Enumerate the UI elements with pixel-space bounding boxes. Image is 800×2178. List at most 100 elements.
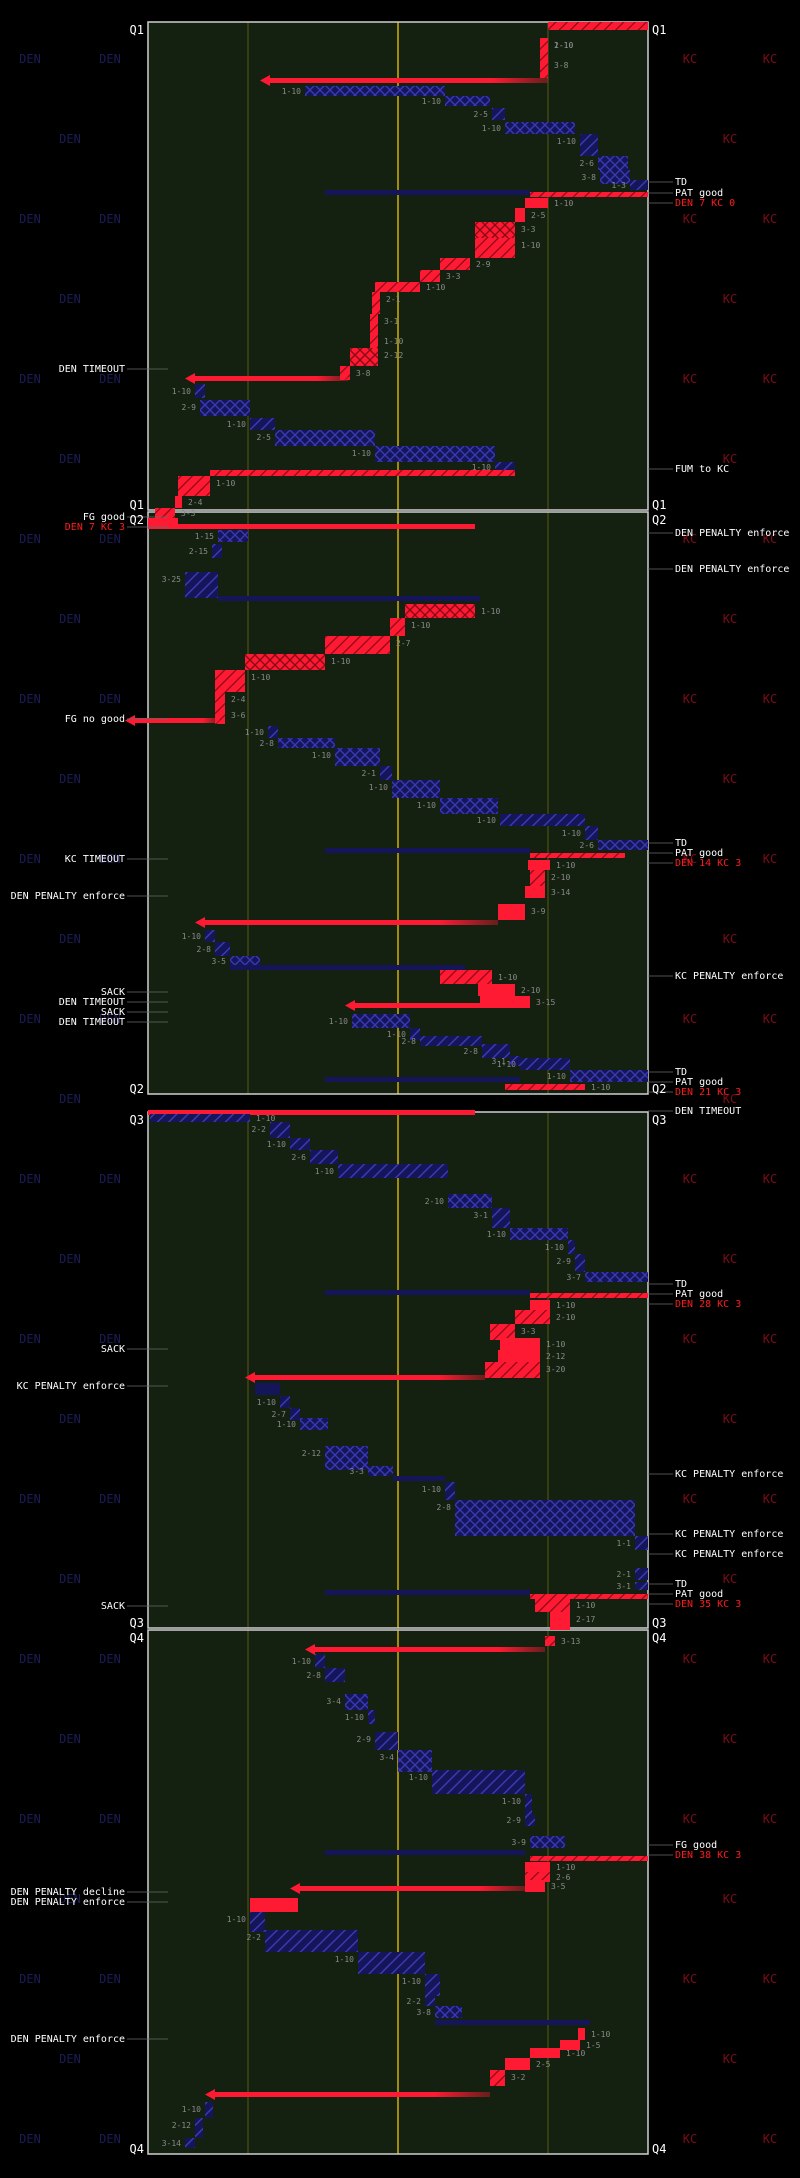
watermark-kc: KC — [763, 52, 777, 66]
watermark-den: DEN — [99, 692, 121, 706]
watermark-den: DEN — [59, 932, 81, 946]
play-bar — [492, 1208, 510, 1228]
play-bar — [410, 1028, 420, 1040]
note-label: FG no good — [65, 714, 125, 725]
watermark-kc: KC — [683, 692, 697, 706]
play-bar — [230, 956, 260, 966]
play-bar — [298, 1886, 525, 1891]
watermark-kc: KC — [723, 2052, 737, 2066]
play-bar — [313, 1647, 545, 1652]
play-bar — [550, 1612, 570, 1630]
down-label: 1-10 — [335, 1955, 354, 1964]
play-bar — [530, 2048, 560, 2058]
down-label: 2-6 — [580, 159, 595, 168]
down-label: 3-8 — [554, 61, 569, 70]
play-bar — [325, 1290, 530, 1295]
play-bar — [195, 384, 205, 398]
quarter-label: Q1 — [130, 498, 144, 512]
field — [147, 21, 649, 2155]
watermark-den: DEN — [99, 2132, 121, 2146]
watermark-kc: KC — [723, 292, 737, 306]
down-label: 2-4 — [231, 695, 246, 704]
watermark-kc: KC — [683, 52, 697, 66]
play-bar — [398, 1750, 432, 1772]
play-bar — [635, 1536, 648, 1550]
down-label: 3-5 — [212, 957, 227, 966]
down-label: 1-10 — [502, 1797, 521, 1806]
down-label: 2-8 — [402, 1037, 417, 1046]
down-label: 2-10 — [554, 41, 573, 50]
play-bar — [420, 1036, 482, 1046]
down-label: 3-5 — [551, 1882, 566, 1891]
down-label: 1-3 — [612, 181, 627, 190]
play-bar — [500, 1338, 540, 1350]
down-label: 1-10 — [387, 1030, 406, 1039]
play-bar — [530, 870, 545, 888]
play-bar — [325, 1590, 530, 1595]
down-label: 1-10 — [411, 621, 430, 630]
watermark-den: DEN — [99, 1812, 121, 1826]
down-label: 3-8 — [417, 2008, 432, 2017]
watermark-kc: KC — [683, 1012, 697, 1026]
play-bar — [425, 1974, 440, 1996]
down-label: 1-10 — [554, 199, 573, 208]
watermark-den: DEN — [19, 52, 41, 66]
down-label: 1-10 — [498, 973, 517, 982]
down-label: 1-10 — [576, 1601, 595, 1610]
quarter-label: Q1 — [652, 23, 666, 37]
down-label: 3-14 — [551, 888, 570, 897]
play-bar — [525, 1814, 535, 1826]
play-bar — [585, 1272, 648, 1282]
watermark-den: DEN — [19, 1972, 41, 1986]
down-label: 2-9 — [507, 1816, 522, 1825]
play-arrowhead — [195, 917, 205, 928]
play-arrowhead — [125, 715, 135, 726]
note-label: DEN TIMEOUT — [59, 1017, 125, 1028]
down-label: 2-10 — [556, 1313, 575, 1322]
note-label: DEN PENALTY enforce — [11, 2034, 125, 2045]
down-label: 1-10 — [267, 1140, 286, 1149]
play-bar — [435, 2020, 590, 2025]
down-label: 3-9 — [512, 1838, 527, 1847]
play-bar — [525, 886, 545, 898]
down-label: 1-10 — [481, 607, 500, 616]
down-label: 2-5 — [474, 110, 489, 119]
watermark-den: DEN — [59, 1732, 81, 1746]
note-label: SACK — [101, 1344, 125, 1355]
down-label: 2-5 — [536, 2060, 551, 2069]
play-bar — [270, 1122, 290, 1138]
watermark-kc: KC — [683, 1652, 697, 1666]
down-label: 2-7 — [272, 1410, 287, 1419]
watermark-kc: KC — [763, 1172, 777, 1186]
quarter-label: Q2 — [652, 1082, 666, 1096]
watermark-kc: KC — [763, 1492, 777, 1506]
quarter-label: Q4 — [652, 1631, 666, 1645]
down-label: 1-10 — [521, 241, 540, 250]
play-bar — [325, 848, 530, 853]
down-label: 3-13 — [561, 1637, 580, 1646]
play-bar — [230, 965, 465, 970]
down-label: 2-9 — [357, 1735, 372, 1744]
watermark-den: DEN — [99, 852, 121, 866]
down-label: 1-10 — [556, 861, 575, 870]
down-label: 1-10 — [422, 97, 441, 106]
play-bar — [148, 518, 178, 524]
watermark-kc: KC — [763, 852, 777, 866]
play-bar — [325, 1077, 520, 1082]
watermark-den: DEN — [59, 132, 81, 146]
watermark-kc: KC — [683, 1332, 697, 1346]
watermark-den: DEN — [59, 292, 81, 306]
down-label: 2-5 — [257, 433, 272, 442]
watermark-kc: KC — [723, 1412, 737, 1426]
down-label: 2-2 — [407, 1997, 422, 2006]
note-label: TD — [675, 838, 687, 849]
down-label: 1-10 — [329, 1017, 348, 1026]
down-label: 1-10 — [312, 751, 331, 760]
play-bar — [475, 238, 515, 258]
play-bar — [525, 1872, 550, 1882]
watermark-den: DEN — [99, 372, 121, 386]
play-arrowhead — [245, 1372, 255, 1383]
watermark-den: DEN — [59, 2052, 81, 2066]
note-label: KC PENALTY enforce — [675, 1549, 783, 1560]
down-label: 1-10 — [227, 1915, 246, 1924]
